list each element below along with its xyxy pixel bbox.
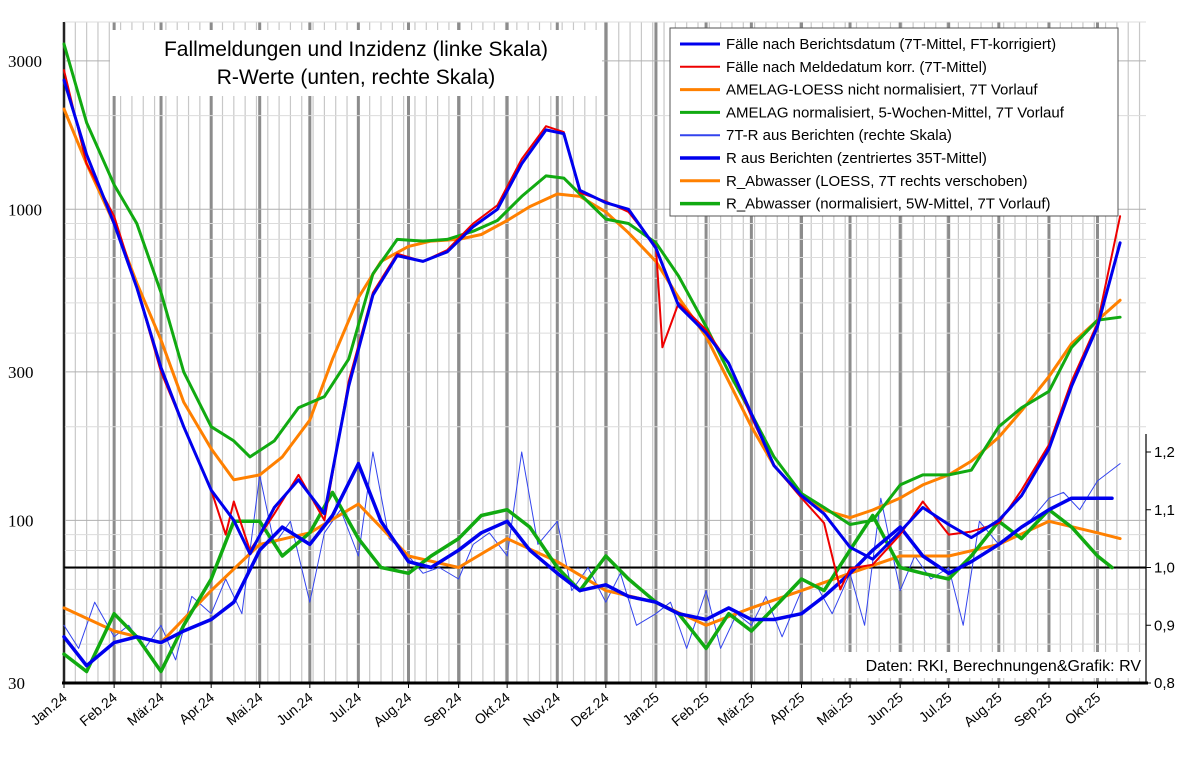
y-right-tick-label: 0,9 bbox=[1154, 617, 1175, 634]
title-line-2: R-Werte (unten, rechte Skala) bbox=[217, 66, 496, 89]
series-line-6 bbox=[62, 502, 1122, 645]
legend: Fälle nach Berichtsdatum (7T-Mittel, FT-… bbox=[669, 27, 1119, 217]
series-line-3 bbox=[62, 42, 1122, 526]
legend-label: 7T-R aus Berichten (rechte Skala) bbox=[726, 127, 952, 144]
y-left-tick-label: 30 bbox=[8, 674, 25, 693]
legend-label: R_Abwasser (normalisiert, 5W-Mittel, 7T … bbox=[726, 196, 1051, 213]
y-right-tick-label: 1,2 bbox=[1154, 444, 1175, 461]
y-left-tick-label: 300 bbox=[8, 363, 34, 382]
y-left-tick-label: 3000 bbox=[8, 52, 42, 71]
series-lines bbox=[62, 42, 1146, 674]
series-line-2 bbox=[62, 107, 1122, 520]
legend-label: R_Abwasser (LOESS, 7T rechts verschoben) bbox=[726, 173, 1028, 190]
y-right-tick-label: 1,1 bbox=[1154, 502, 1175, 519]
legend-label: Fälle nach Meldedatum korr. (7T-Mittel) bbox=[726, 59, 987, 76]
credit-text: Daten: RKI, Berechnungen&Grafik: RV bbox=[866, 658, 1142, 675]
y-right-tick-label: 0,8 bbox=[1154, 675, 1175, 692]
legend-label: AMELAG-LOESS nicht normalisiert, 7T Vorl… bbox=[726, 82, 1038, 99]
legend-label: R aus Berichten (zentriertes 35T-Mittel) bbox=[726, 150, 987, 167]
series-line-5 bbox=[62, 461, 1114, 668]
y-left-tick-label: 100 bbox=[8, 511, 34, 530]
legend-label: AMELAG normalisiert, 5-Wochen-Mittel, 7T… bbox=[726, 104, 1065, 121]
credit: Daten: RKI, Berechnungen&Grafik: RV bbox=[812, 652, 1144, 678]
y-left-tick-label: 1000 bbox=[8, 200, 42, 219]
y-right-tick-label: 1,0 bbox=[1154, 560, 1175, 577]
series-line-7 bbox=[62, 490, 1114, 674]
legend-label: Fälle nach Berichtsdatum (7T-Mittel, FT-… bbox=[726, 36, 1056, 53]
series-line-0 bbox=[62, 78, 1122, 561]
title-line-1: Fallmeldungen und Inzidenz (linke Skala) bbox=[164, 38, 548, 61]
chart-title: Fallmeldungen und Inzidenz (linke Skala)… bbox=[110, 30, 602, 96]
